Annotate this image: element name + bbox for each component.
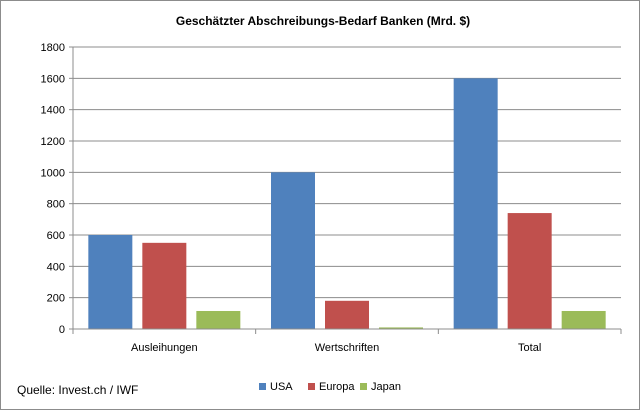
bar-europa-wertschriften [325, 300, 369, 329]
y-tick-label-1800: 1800 [41, 42, 65, 54]
y-tick-label-200: 200 [47, 293, 65, 305]
y-tick-label-600: 600 [47, 230, 65, 242]
legend-swatch-europa [308, 383, 315, 390]
y-tick-label-1200: 1200 [41, 136, 65, 148]
x-tick-label-ausleihungen: Ausleihungen [131, 342, 198, 354]
legend-swatch-usa [259, 383, 266, 390]
bar-usa-wertschriften [271, 172, 315, 329]
y-tick-label-1600: 1600 [41, 73, 65, 85]
x-tick-label-wertschriften: Wertschriften [315, 342, 380, 354]
x-tick-label-total: Total [518, 342, 541, 354]
bars [88, 78, 606, 329]
bar-europa-ausleihungen [142, 242, 187, 329]
y-tick-label-800: 800 [47, 199, 65, 211]
chart-title: Geschätzter Abschreibungs-Bedarf Banken … [176, 14, 470, 28]
bar-usa-total [453, 78, 498, 329]
source-note: Quelle: Invest.ch / IWF [17, 383, 138, 397]
y-tick-label-400: 400 [47, 261, 65, 273]
bar-europa-total [507, 213, 552, 329]
y-tick-label-1400: 1400 [41, 105, 65, 117]
legend: USA Europa Japan [259, 381, 401, 393]
bar-japan-ausleihungen [196, 310, 241, 329]
bar-usa-ausleihungen [88, 235, 133, 329]
bar-japan-total [561, 310, 606, 329]
y-tick-label-1000: 1000 [41, 167, 65, 179]
y-tick-label-0: 0 [59, 324, 65, 336]
legend-label-japan: Japan [371, 381, 401, 393]
legend-swatch-japan [360, 383, 367, 390]
legend-label-europa: Europa [319, 381, 355, 393]
axes: 0 200 400 600 800 1000 1200 1400 1600 1800 Ausleih… [41, 42, 622, 354]
legend-label-usa: USA [270, 381, 293, 393]
bar-japan-wertschriften [379, 327, 423, 329]
